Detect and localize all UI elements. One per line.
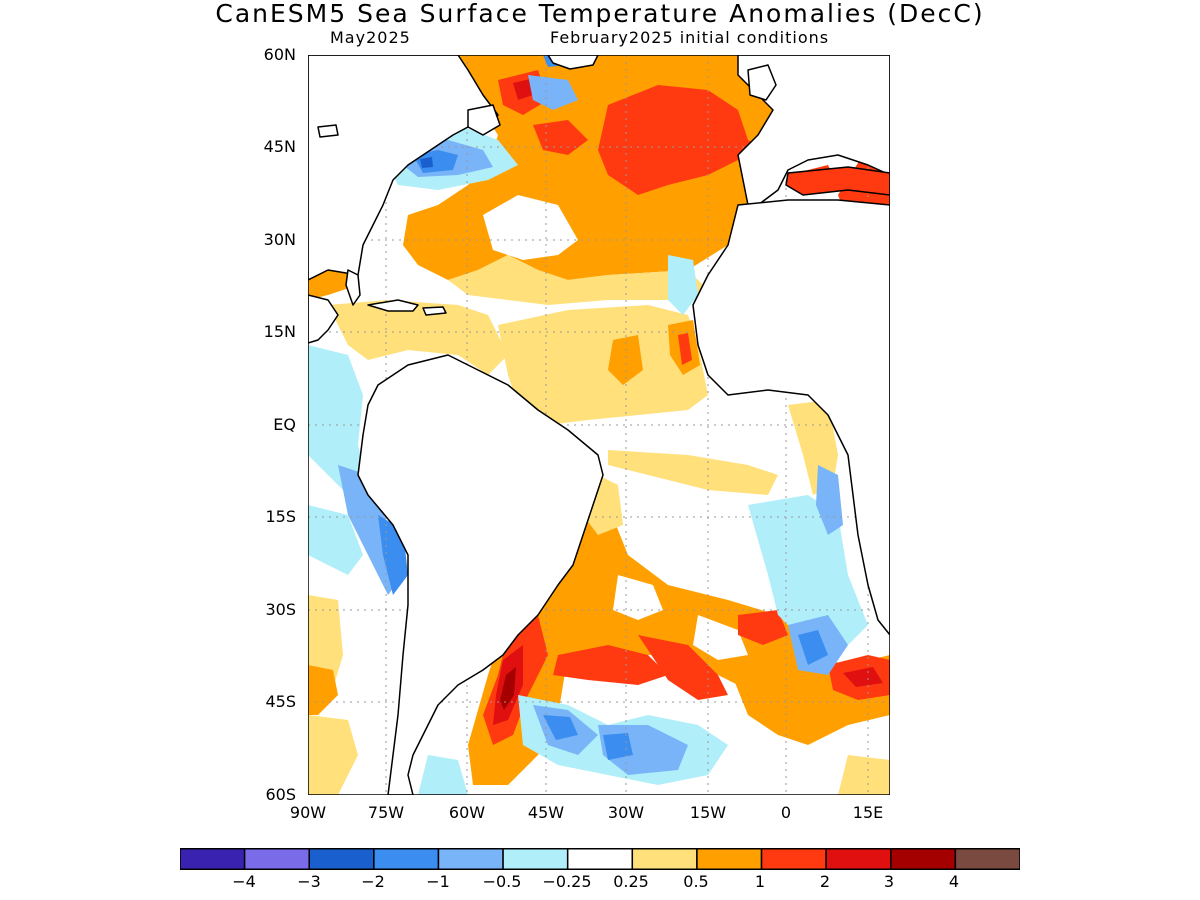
- colorbar: [180, 848, 1020, 870]
- hispaniola: [422, 306, 447, 316]
- central-america: [308, 294, 339, 344]
- colorbar-swatch: [437, 848, 504, 870]
- initial-conditions-label: February2025 initial conditions: [550, 28, 830, 47]
- colorbar-label: 2: [819, 872, 831, 891]
- colorbar-swatch: [502, 848, 569, 870]
- lat-label-30n: 30N: [263, 230, 296, 249]
- valid-month-label: May2025: [330, 28, 411, 47]
- lat-label-15n: 15N: [263, 322, 296, 341]
- lat-label-45s: 45S: [265, 692, 296, 711]
- lon-label-30w: 30W: [607, 803, 645, 822]
- colorbar-swatch: [566, 848, 634, 870]
- colorbar-label: −1: [426, 872, 450, 891]
- colorbar-swatch: [180, 848, 246, 870]
- lat-label-eq: EQ: [273, 415, 296, 434]
- florida: [345, 269, 361, 306]
- great-lakes: [317, 124, 339, 138]
- cold-anomaly-fields: [308, 55, 868, 795]
- south-america: [357, 354, 604, 795]
- colorbar-label: −3: [297, 872, 321, 891]
- colorbar-label: 0.25: [613, 872, 649, 891]
- lon-label-45w: 45W: [527, 803, 565, 822]
- colorbar-label: 4: [948, 872, 960, 891]
- british-isles: [747, 64, 777, 101]
- lon-label-75w: 75W: [367, 803, 405, 822]
- lat-label-60n: 60N: [263, 45, 296, 64]
- colorbar-label: 0.5: [683, 872, 709, 891]
- figure-title: CanESM5 Sea Surface Temperature Anomalie…: [215, 0, 985, 28]
- colorbar-swatch: [954, 848, 1020, 870]
- colorbar-swatch: [243, 848, 310, 870]
- warm-anomaly-fields: [308, 55, 890, 795]
- colorbar-label: 3: [883, 872, 895, 891]
- colorbar-swatch: [890, 848, 957, 870]
- colorbar-label: −2: [361, 872, 385, 891]
- greenland: [547, 55, 599, 70]
- lat-label-30s: 30S: [265, 600, 296, 619]
- lon-label-90w: 90W: [289, 803, 327, 822]
- europe: [737, 55, 890, 206]
- lon-label-0: 0: [780, 803, 792, 822]
- colorbar-label: −0.25: [542, 872, 592, 891]
- colorbar-label: −0.5: [482, 872, 522, 891]
- colorbar-swatch: [308, 848, 375, 870]
- lat-label-15s: 15S: [265, 507, 296, 526]
- colorbar-swatch: [696, 848, 763, 870]
- lon-label-60w: 60W: [448, 803, 486, 822]
- lat-label-45n: 45N: [263, 137, 296, 156]
- land-masses: [308, 55, 890, 795]
- lon-label-15e: 15E: [852, 803, 884, 822]
- mediterranean: [785, 166, 890, 196]
- sst-anomaly-map: [308, 55, 890, 795]
- colorbar-label: −4: [232, 872, 256, 891]
- africa: [692, 199, 890, 636]
- colorbar-swatch: [825, 848, 892, 870]
- colorbar-swatch: [373, 848, 440, 870]
- colorbar-label: 1: [754, 872, 766, 891]
- colorbar-swatch: [760, 848, 827, 870]
- newfoundland: [467, 104, 501, 136]
- lat-label-60s: 60S: [265, 785, 296, 804]
- lon-label-15w: 15W: [689, 803, 727, 822]
- colorbar-swatch: [631, 848, 698, 870]
- caribbean-islands: [367, 299, 419, 312]
